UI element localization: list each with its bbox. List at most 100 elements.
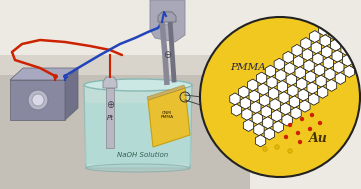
Polygon shape	[231, 104, 242, 116]
Polygon shape	[311, 42, 322, 54]
Polygon shape	[343, 54, 353, 66]
Circle shape	[28, 90, 48, 110]
Polygon shape	[230, 93, 240, 105]
Polygon shape	[310, 31, 320, 43]
Polygon shape	[289, 96, 300, 108]
Polygon shape	[314, 64, 325, 76]
Ellipse shape	[84, 79, 192, 91]
FancyBboxPatch shape	[106, 88, 114, 148]
Circle shape	[318, 121, 322, 125]
Polygon shape	[255, 135, 266, 147]
Polygon shape	[258, 83, 268, 95]
Polygon shape	[325, 68, 335, 80]
Polygon shape	[298, 89, 309, 101]
Polygon shape	[327, 17, 338, 29]
Polygon shape	[148, 88, 190, 147]
Polygon shape	[316, 75, 326, 87]
Polygon shape	[271, 110, 282, 122]
Polygon shape	[85, 103, 191, 164]
Polygon shape	[0, 55, 250, 75]
Polygon shape	[265, 65, 275, 77]
Polygon shape	[150, 0, 185, 42]
Polygon shape	[242, 108, 252, 120]
Polygon shape	[320, 35, 330, 47]
Circle shape	[263, 147, 267, 151]
Polygon shape	[254, 124, 264, 136]
Text: ⊕: ⊕	[106, 100, 114, 110]
Polygon shape	[270, 99, 280, 111]
Polygon shape	[240, 97, 251, 109]
Polygon shape	[10, 68, 78, 80]
Polygon shape	[305, 71, 316, 83]
Polygon shape	[301, 37, 311, 50]
Polygon shape	[329, 28, 339, 40]
Polygon shape	[200, 40, 360, 177]
Circle shape	[296, 131, 300, 135]
Polygon shape	[313, 53, 323, 65]
Polygon shape	[335, 72, 345, 84]
Polygon shape	[307, 82, 317, 94]
Polygon shape	[332, 50, 343, 62]
Circle shape	[200, 17, 360, 177]
Polygon shape	[280, 103, 291, 115]
Polygon shape	[291, 107, 301, 119]
Polygon shape	[249, 90, 260, 102]
Polygon shape	[103, 77, 117, 88]
Polygon shape	[317, 86, 328, 98]
Text: ⊖: ⊖	[163, 50, 171, 60]
Polygon shape	[283, 51, 293, 63]
Polygon shape	[330, 39, 341, 51]
Polygon shape	[277, 81, 288, 93]
Polygon shape	[239, 86, 249, 98]
Polygon shape	[256, 72, 267, 84]
Circle shape	[275, 145, 279, 149]
Polygon shape	[334, 61, 344, 73]
Polygon shape	[158, 12, 176, 22]
Polygon shape	[267, 76, 277, 88]
Ellipse shape	[86, 164, 190, 172]
Polygon shape	[243, 119, 254, 131]
Polygon shape	[147, 85, 185, 100]
Polygon shape	[318, 24, 329, 36]
Circle shape	[284, 135, 288, 139]
Polygon shape	[353, 59, 361, 70]
Polygon shape	[292, 44, 302, 56]
Polygon shape	[300, 100, 310, 112]
Polygon shape	[252, 112, 262, 125]
Polygon shape	[273, 121, 283, 133]
Circle shape	[310, 113, 314, 117]
Circle shape	[300, 117, 304, 121]
Circle shape	[288, 123, 292, 127]
Polygon shape	[304, 60, 314, 72]
Polygon shape	[10, 80, 65, 120]
Polygon shape	[274, 58, 284, 70]
Text: Pt: Pt	[106, 115, 113, 121]
Polygon shape	[297, 78, 307, 90]
Text: Au: Au	[309, 132, 327, 146]
Polygon shape	[279, 92, 289, 104]
Polygon shape	[295, 67, 305, 79]
Circle shape	[32, 94, 44, 106]
Polygon shape	[323, 57, 334, 69]
Polygon shape	[286, 74, 296, 86]
Circle shape	[308, 127, 312, 131]
Text: NaOH Solution: NaOH Solution	[117, 152, 169, 158]
Polygon shape	[351, 47, 361, 59]
Polygon shape	[293, 56, 304, 67]
Circle shape	[161, 11, 175, 25]
Polygon shape	[284, 63, 295, 74]
Text: CNM
PMMA: CNM PMMA	[160, 111, 174, 119]
Polygon shape	[260, 94, 270, 106]
Circle shape	[298, 140, 302, 144]
Polygon shape	[65, 68, 78, 120]
Polygon shape	[263, 117, 273, 129]
Circle shape	[288, 149, 292, 153]
Polygon shape	[344, 66, 355, 77]
Polygon shape	[339, 32, 350, 44]
Polygon shape	[276, 69, 286, 81]
Polygon shape	[282, 114, 292, 126]
Polygon shape	[251, 101, 261, 113]
Polygon shape	[264, 128, 275, 140]
Polygon shape	[0, 75, 250, 189]
Polygon shape	[268, 88, 279, 99]
